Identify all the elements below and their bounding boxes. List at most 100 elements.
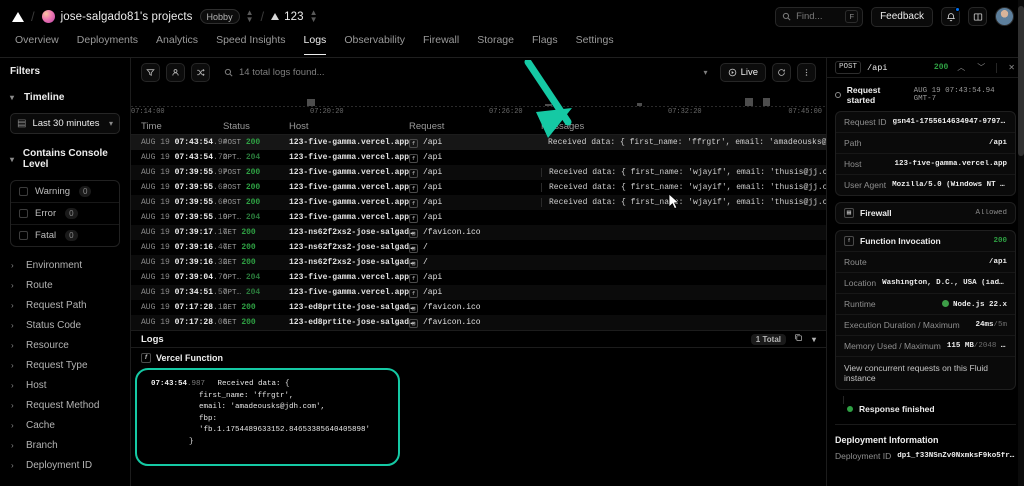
scrollbar-thumb[interactable]: [1018, 6, 1024, 156]
filter-group-host[interactable]: › Host: [10, 375, 120, 395]
filter-group-cache[interactable]: › Cache: [10, 415, 120, 435]
page-scrollbar[interactable]: [1018, 0, 1024, 486]
cell-time: AUG 19 07:39:04.70: [141, 273, 227, 282]
date-range-select[interactable]: ▤ Last 30 minutes ▾: [10, 113, 120, 134]
logs-search-input[interactable]: 14 total logs found...: [216, 63, 692, 82]
filters-title: Filters: [10, 66, 41, 77]
filter-button[interactable]: [141, 62, 160, 82]
tab-flags[interactable]: Flags: [531, 34, 558, 46]
table-row[interactable]: AUG 19 07:43:54.72 OPT… 204 123-five-gamma…: [131, 150, 826, 165]
table-row[interactable]: AUG 19 07:39:17.17 GET 200 123-ns62f2xs2-j…: [131, 225, 826, 240]
checkbox-row-warning[interactable]: Warning 0: [11, 181, 119, 203]
checkbox-icon[interactable]: [19, 231, 28, 240]
live-label: Live: [740, 66, 758, 78]
checkbox-icon[interactable]: [19, 209, 28, 218]
filter-group-status-code[interactable]: › Status Code: [10, 315, 120, 335]
tab-observability[interactable]: Observability: [344, 34, 406, 46]
detail-row-route: Route /api: [836, 252, 1015, 273]
main-nav: Overview Deployments Analytics Speed Ins…: [0, 33, 1024, 58]
cell-status: GET 200: [223, 318, 289, 327]
next-request-button[interactable]: ﹀: [977, 63, 986, 72]
live-toggle-button[interactable]: Live: [719, 62, 766, 82]
tab-firewall[interactable]: Firewall: [423, 34, 460, 46]
table-row[interactable]: AUG 19 07:39:55.63 POST 200 123-five-gamma…: [131, 180, 826, 195]
column-header-messages[interactable]: Messages: [541, 120, 585, 132]
filter-group-deployment-id[interactable]: › Deployment ID: [10, 455, 120, 475]
log-date: AUG 19: [141, 138, 170, 147]
table-row[interactable]: AUG 19 07:43:54.94 POST 200 123-five-gamma…: [131, 135, 826, 150]
plan-badge: Hobby: [199, 9, 240, 24]
request-started-row: Request started AUG 19 07:43:54.94 GMT-7: [827, 78, 1024, 111]
logs-timeline-chart[interactable]: 07:14:0007:20:2007:26:2007:32:2007:38:20…: [131, 86, 882, 118]
cell-message: Received data: { first_name: 'ffrgtr', e…: [548, 138, 826, 147]
tab-analytics[interactable]: Analytics: [156, 34, 199, 46]
cell-request: ▤ /: [409, 258, 541, 268]
cell-request: f/api: [409, 138, 541, 148]
checkbox-row-fatal[interactable]: Fatal 0: [11, 225, 119, 246]
table-row[interactable]: AUG 19 07:39:55.60 POST 200 123-five-gamma…: [131, 195, 826, 210]
table-row[interactable]: AUG 19 07:17:28.08 GET 200 123-ed8prtite-j…: [131, 315, 826, 330]
column-header-host[interactable]: Host: [289, 120, 309, 132]
search-input[interactable]: Find... F: [775, 6, 864, 27]
table-row[interactable]: AUG 19 07:39:04.70 OPT… 204 123-five-gamma…: [131, 270, 826, 285]
function-icon: f: [409, 198, 418, 208]
tab-deployments[interactable]: Deployments: [76, 34, 139, 46]
filter-group-console-level[interactable]: ▾ Contains Console Level: [10, 144, 120, 174]
shuffle-button[interactable]: [191, 62, 210, 82]
tab-overview[interactable]: Overview: [15, 34, 59, 46]
user-avatar[interactable]: [995, 7, 1014, 26]
table-row[interactable]: AUG 19 07:39:16.47 GET 200 123-ns62f2xs2-j…: [131, 240, 826, 255]
deployment-switcher-icon[interactable]: ▲ ▼: [309, 8, 318, 24]
close-panel-button[interactable]: ✕: [1008, 63, 1015, 72]
filter-group-request-method[interactable]: › Request Method: [10, 395, 120, 415]
tab-logs[interactable]: Logs: [295, 33, 336, 55]
search-icon: [224, 68, 233, 77]
log-date: AUG 19: [141, 198, 170, 207]
runtime-value: Node.js 22.x: [952, 300, 1007, 309]
docs-button[interactable]: [968, 7, 987, 26]
checkbox-row-error[interactable]: Error 0: [11, 203, 119, 225]
log-date: AUG 19: [141, 168, 170, 177]
prev-request-button[interactable]: ︿: [957, 63, 966, 72]
breadcrumb-deployment[interactable]: 123: [284, 10, 304, 23]
breadcrumb-project[interactable]: jose-salgado81's projects: [60, 10, 193, 23]
refresh-button[interactable]: [772, 62, 791, 82]
fluid-instance-link[interactable]: View concurrent requests on this Fluid i…: [844, 363, 988, 383]
project-switcher-icon[interactable]: ▲ ▼: [245, 8, 254, 24]
tab-speed-insights[interactable]: Speed Insights: [216, 34, 286, 46]
column-header-status[interactable]: Status: [223, 120, 250, 132]
column-header-time[interactable]: Time: [141, 120, 162, 132]
filter-group-request-type[interactable]: › Request Type: [10, 355, 120, 375]
table-row[interactable]: AUG 19 07:17:28.12 GET 200 123-ed8prtite-j…: [131, 300, 826, 315]
log-date: AUG 19: [141, 213, 170, 222]
log-date: AUG 19: [141, 243, 170, 252]
table-row[interactable]: AUG 19 07:39:55.19 OPT… 204 123-five-gamma…: [131, 210, 826, 225]
chevron-right-icon: ›: [11, 320, 14, 330]
filter-group-request-path[interactable]: › Request Path: [10, 295, 120, 315]
filter-group-branch[interactable]: › Branch: [10, 435, 120, 455]
copy-icon: [794, 334, 802, 341]
checkbox-icon[interactable]: [19, 187, 28, 196]
filter-group-timeline[interactable]: ▾ Timeline: [10, 88, 120, 107]
table-row[interactable]: AUG 19 07:34:51.57 OPT… 204 123-five-gamma…: [131, 285, 826, 300]
filter-group-environment[interactable]: › Environment: [10, 255, 120, 275]
notifications-button[interactable]: [941, 7, 960, 26]
timeline-tick-label: 07:45:00: [788, 108, 822, 116]
collapse-button[interactable]: ▾: [811, 334, 816, 344]
cell-time: AUG 19 07:43:54.94: [141, 138, 227, 147]
table-row[interactable]: AUG 19 07:39:55.97 POST 200 123-five-gamma…: [131, 165, 826, 180]
filter-group-resource[interactable]: › Resource: [10, 335, 120, 355]
filter-group-route[interactable]: › Route: [10, 275, 120, 295]
feedback-button[interactable]: Feedback: [871, 6, 933, 27]
tab-settings[interactable]: Settings: [575, 34, 614, 46]
vercel-triangle-icon[interactable]: [12, 11, 24, 22]
copy-button[interactable]: [794, 333, 803, 345]
chevron-right-icon: ›: [11, 380, 14, 390]
column-header-request[interactable]: Request: [409, 120, 445, 132]
more-options-button[interactable]: [797, 62, 816, 82]
chevron-down-icon[interactable]: ▾: [703, 67, 708, 77]
table-row[interactable]: AUG 19 07:39:16.32 GET 200 123-ns62f2xs2-j…: [131, 255, 826, 270]
status-code: 204: [245, 153, 261, 162]
tab-storage[interactable]: Storage: [477, 34, 514, 46]
user-filter-button[interactable]: [166, 62, 185, 82]
